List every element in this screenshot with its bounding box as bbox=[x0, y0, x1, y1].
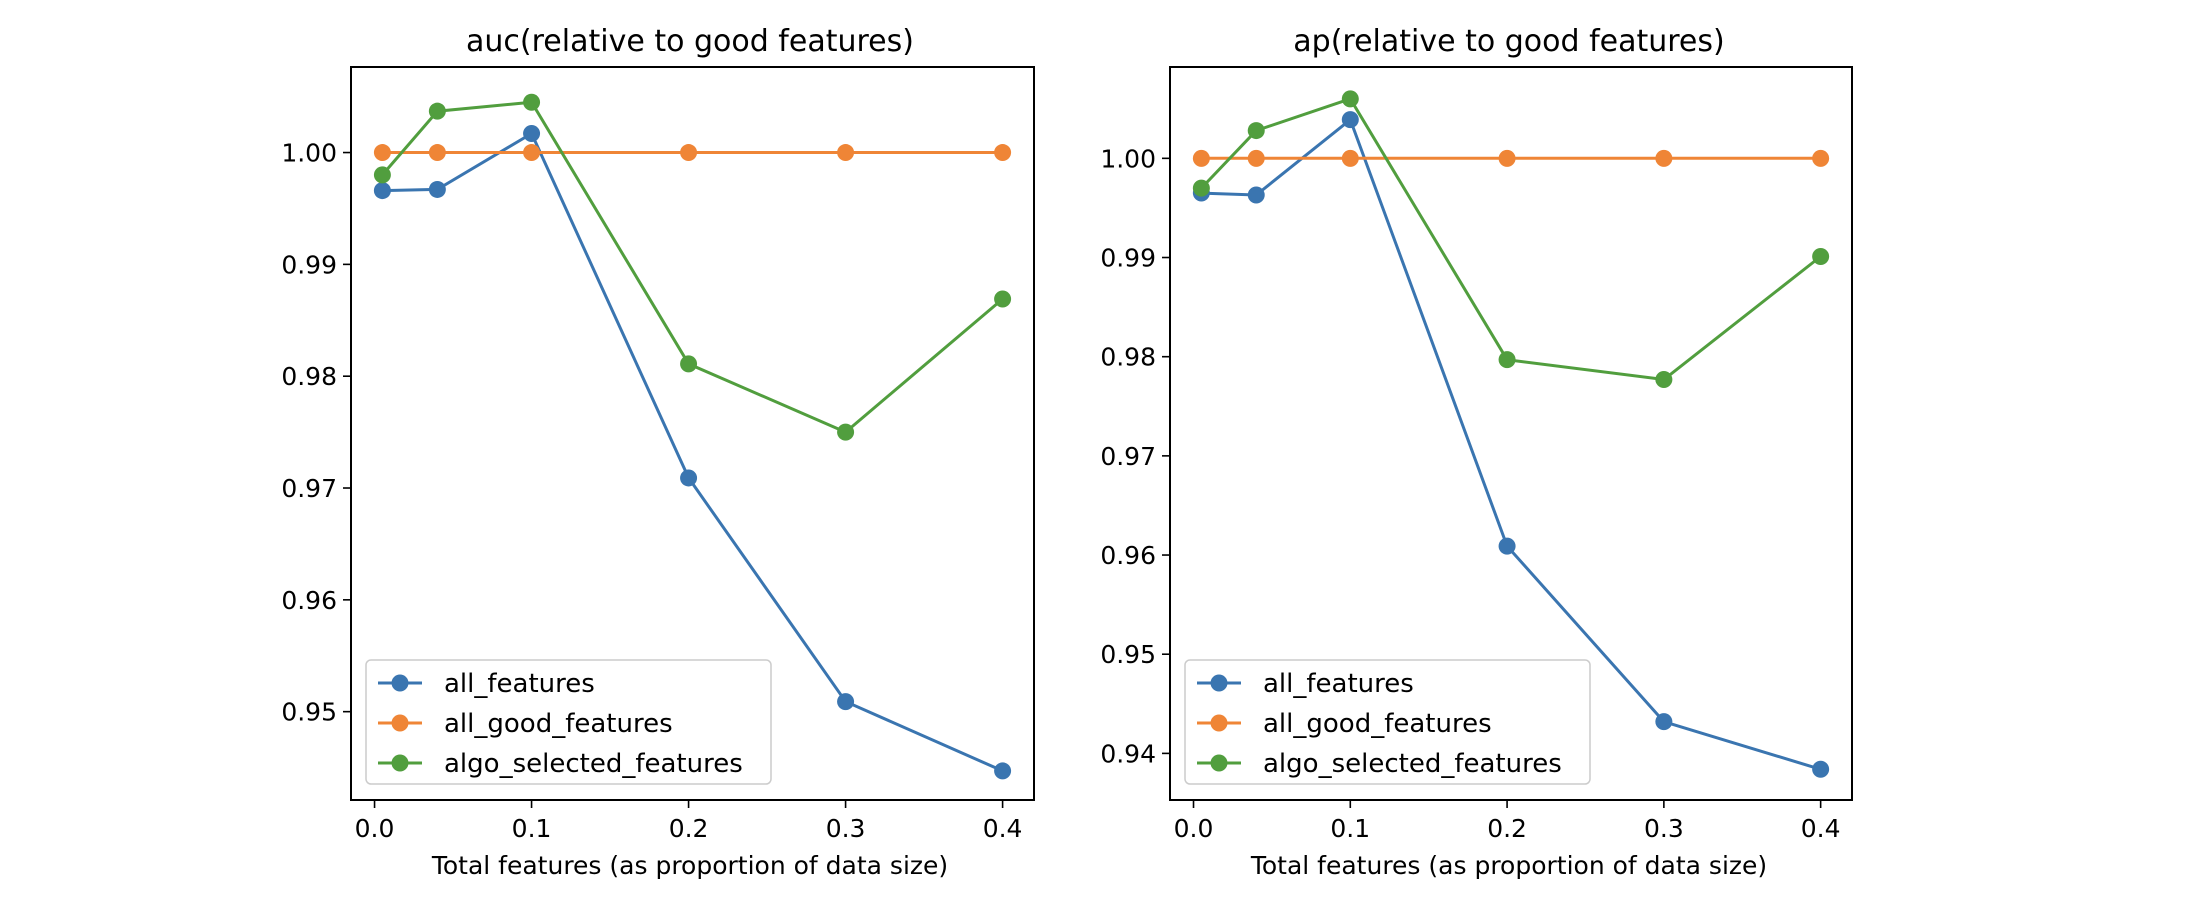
y-tick-label: 0.97 bbox=[281, 474, 337, 503]
data-point-algo_selected_features bbox=[680, 355, 698, 373]
x-tick-label: 0.1 bbox=[512, 814, 552, 843]
legend-label: algo_selected_features bbox=[444, 749, 743, 779]
legend-marker-all_features bbox=[1210, 674, 1228, 692]
x-tick-label: 0.0 bbox=[1174, 814, 1214, 843]
data-point-algo_selected_features bbox=[1655, 370, 1673, 388]
y-tick-label: 1.00 bbox=[1100, 144, 1156, 173]
y-tick-label: 0.96 bbox=[281, 586, 337, 615]
x-tick-label: 0.2 bbox=[1487, 814, 1527, 843]
x-tick-label: 0.2 bbox=[669, 814, 709, 843]
y-tick-label: 1.00 bbox=[281, 139, 337, 168]
data-point-all_features bbox=[373, 182, 391, 200]
data-point-algo_selected_features bbox=[1812, 248, 1830, 266]
x-tick-label: 0.4 bbox=[1801, 814, 1841, 843]
legend-label: all_good_features bbox=[444, 709, 673, 739]
legend-label: all_features bbox=[444, 669, 595, 699]
auc-chart: auc(relative to good features) Total fea… bbox=[281, 24, 1035, 880]
data-point-all_good_features bbox=[1812, 149, 1830, 167]
legend-box bbox=[1184, 659, 1591, 785]
x-axis-label: Total features (as proportion of data si… bbox=[1250, 851, 1767, 880]
data-point-all_good_features bbox=[373, 144, 391, 162]
data-point-algo_selected_features bbox=[523, 93, 541, 111]
y-tick-label: 0.98 bbox=[281, 362, 337, 391]
data-point-all_good_features bbox=[1498, 149, 1516, 167]
data-point-algo_selected_features bbox=[1498, 351, 1516, 369]
data-point-all_good_features bbox=[1655, 149, 1673, 167]
y-tick-label: 0.97 bbox=[1100, 442, 1156, 471]
x-tick-label: 0.3 bbox=[826, 814, 866, 843]
x-tick-label: 0.3 bbox=[1644, 814, 1684, 843]
y-tick-label: 0.95 bbox=[1100, 640, 1156, 669]
y-tick-label: 0.95 bbox=[281, 698, 337, 727]
x-axis-label: Total features (as proportion of data si… bbox=[431, 851, 948, 880]
data-point-all_good_features bbox=[428, 144, 446, 162]
y-tick-label: 0.98 bbox=[1100, 343, 1156, 372]
data-point-all_features bbox=[428, 180, 446, 198]
data-point-all_features bbox=[523, 125, 541, 143]
data-point-all_good_features bbox=[1192, 149, 1210, 167]
legend-marker-algo_selected_features bbox=[391, 754, 409, 772]
chart-title: auc(relative to good features) bbox=[466, 24, 914, 59]
data-point-all_features bbox=[1812, 760, 1830, 778]
data-point-algo_selected_features bbox=[994, 290, 1012, 308]
data-point-algo_selected_features bbox=[837, 423, 855, 441]
x-tick-label: 0.1 bbox=[1330, 814, 1370, 843]
legend-marker-all_good_features bbox=[391, 714, 409, 732]
data-point-all_features bbox=[837, 693, 855, 711]
series-line-algo_selected_features bbox=[381, 100, 1004, 434]
y-tick-label: 0.99 bbox=[281, 250, 337, 279]
data-point-all_features bbox=[1655, 713, 1673, 731]
series-line-all_features bbox=[1201, 117, 1822, 771]
x-tick-label: 0.0 bbox=[355, 814, 395, 843]
legend-marker-all_features bbox=[391, 674, 409, 692]
legend-marker-algo_selected_features bbox=[1210, 754, 1228, 772]
data-point-all_features bbox=[680, 469, 698, 487]
legend-marker-all_good_features bbox=[1210, 714, 1228, 732]
legend-label: algo_selected_features bbox=[1263, 749, 1562, 779]
chart-title: ap(relative to good features) bbox=[1293, 24, 1724, 59]
data-point-all_good_features bbox=[837, 144, 855, 162]
data-point-algo_selected_features bbox=[1192, 179, 1210, 197]
y-tick-label: 0.96 bbox=[1100, 541, 1156, 570]
data-point-all_features bbox=[1341, 111, 1359, 129]
y-tick-label: 0.94 bbox=[1100, 739, 1156, 768]
ap-chart: ap(relative to good features) Total feat… bbox=[1100, 24, 1853, 880]
data-point-all_good_features bbox=[680, 144, 698, 162]
series-line-algo_selected_features bbox=[1200, 96, 1822, 382]
data-point-all_good_features bbox=[1247, 149, 1265, 167]
data-point-algo_selected_features bbox=[1247, 122, 1265, 140]
data-point-all_features bbox=[994, 762, 1012, 780]
data-point-all_good_features bbox=[523, 144, 541, 162]
plot-frame bbox=[350, 66, 1035, 801]
plot-frame bbox=[1169, 66, 1853, 801]
data-point-all_features bbox=[1498, 537, 1516, 555]
y-tick-label: 0.99 bbox=[1100, 244, 1156, 273]
legend-box bbox=[365, 659, 772, 785]
data-point-algo_selected_features bbox=[428, 102, 446, 120]
data-point-all_features bbox=[1247, 186, 1265, 204]
series-line-all_features bbox=[382, 131, 1004, 773]
legend-label: all_features bbox=[1263, 669, 1414, 699]
data-point-algo_selected_features bbox=[373, 166, 391, 184]
data-point-algo_selected_features bbox=[1341, 90, 1359, 108]
data-point-all_good_features bbox=[994, 144, 1012, 162]
x-tick-label: 0.4 bbox=[983, 814, 1023, 843]
data-point-all_good_features bbox=[1341, 149, 1359, 167]
legend-label: all_good_features bbox=[1263, 709, 1492, 739]
